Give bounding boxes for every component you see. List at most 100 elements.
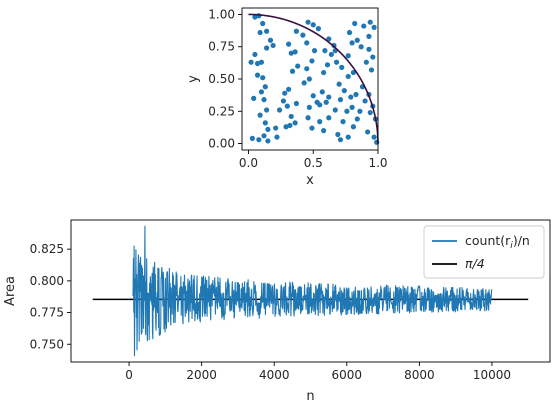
scatter-point-65 — [319, 89, 325, 95]
scatter-point-48 — [304, 40, 310, 46]
scatter-point-50 — [309, 58, 315, 64]
scatter-point-11 — [258, 59, 265, 65]
scatter-point-97 — [361, 23, 367, 29]
scatter-point-80 — [340, 119, 346, 125]
scatter-point-79 — [344, 108, 350, 114]
scatter-point-74 — [339, 64, 345, 70]
scatter-point-111 — [371, 134, 377, 140]
scatter-ytick-label-0: 0.00 — [208, 137, 235, 151]
legend-label-estimate-end: )/n — [513, 233, 530, 248]
convergence-ytick-label-1: 0.775 — [30, 306, 64, 320]
scatter-point-57 — [317, 102, 323, 108]
scatter-point-18 — [264, 107, 270, 113]
legend-label-estimate-sub: i — [510, 241, 513, 251]
scatter-point-17 — [261, 97, 267, 103]
scatter-point-99 — [371, 24, 377, 30]
scatter-point-4 — [264, 28, 270, 34]
scatter-point-35 — [287, 122, 293, 129]
scatter-point-2 — [260, 20, 266, 27]
convergence-ytick-label-0: 0.750 — [30, 337, 64, 351]
scatter-point-25 — [249, 135, 255, 141]
convergence-xtick-label-2: 4000 — [259, 368, 290, 382]
legend-box — [423, 225, 545, 279]
scatter-chart: 0.0 0.5 1.0 0.00 0.25 0.50 0.75 1.00 x y — [186, 7, 388, 188]
convergence-ytick-label-2: 0.800 — [30, 274, 64, 288]
scatter-ytick-label-1: 0.25 — [208, 104, 235, 118]
scatter-point-87 — [357, 108, 363, 114]
scatter-point-14 — [262, 84, 268, 90]
scatter-point-83 — [345, 134, 351, 140]
scatter-point-73 — [333, 59, 340, 65]
scatter-point-30 — [282, 90, 288, 96]
scatter-point-44 — [300, 32, 306, 38]
scatter-ytick-label-4: 1.00 — [208, 7, 235, 21]
scatter-point-77 — [337, 97, 344, 103]
scatter-point-28 — [276, 107, 283, 113]
scatter-point-89 — [353, 91, 359, 98]
legend-label-estimate-main: count(r — [465, 233, 511, 248]
convergence-chart: 0 2000 4000 6000 8000 10000 0.750 0.775 0.800 0.8… — [3, 219, 551, 404]
scatter-point-82 — [337, 137, 344, 143]
scatter-point-100 — [366, 33, 372, 40]
scatter-point-22 — [261, 133, 267, 139]
convergence-xtick-label-4: 8000 — [404, 368, 435, 382]
scatter-point-33 — [288, 113, 294, 120]
scatter-point-46 — [310, 22, 316, 28]
scatter-point-96 — [352, 20, 358, 27]
scatter-point-8 — [252, 51, 258, 58]
scatter-point-19 — [257, 112, 263, 118]
scatter-xlabel: x — [306, 173, 314, 188]
scatter-point-78 — [332, 107, 338, 113]
scatter-point-58 — [305, 115, 311, 121]
scatter-point-42 — [286, 41, 292, 47]
scatter-point-9 — [248, 59, 254, 65]
quarter-circle-curve — [248, 13, 379, 144]
scatter-point-64 — [326, 94, 332, 100]
scatter-point-90 — [345, 73, 351, 80]
scatter-ytick-label-3: 0.75 — [208, 40, 235, 54]
convergence-ylabel: Area — [3, 276, 18, 306]
scatter-point-39 — [295, 63, 301, 69]
scatter-point-102 — [366, 46, 372, 52]
scatter-point-75 — [336, 81, 342, 87]
scatter-point-49 — [311, 48, 318, 54]
scatter-point-36 — [292, 120, 298, 126]
scatter-point-26 — [274, 134, 280, 140]
scatter-point-37 — [293, 100, 299, 107]
scatter-point-54 — [310, 93, 316, 99]
scatter-point-6 — [264, 45, 270, 51]
scatter-point-95 — [346, 29, 353, 36]
scatter-point-20 — [262, 120, 268, 126]
scatter-point-23 — [256, 137, 262, 143]
convergence-xtick-label-1: 2000 — [186, 368, 217, 382]
scatter-point-113 — [367, 109, 373, 116]
scatter-point-69 — [322, 48, 328, 54]
scatter-point-81 — [335, 131, 341, 138]
scatter-point-63 — [323, 99, 329, 105]
scatter-xtick-label-0: 0.0 — [239, 156, 258, 170]
scatter-point-114 — [362, 98, 368, 104]
legend-label-estimate: count(ri)/n — [465, 233, 530, 251]
scatter-point-66 — [321, 69, 327, 76]
scatter-point-53 — [306, 76, 312, 82]
scatter-point-7 — [270, 42, 276, 49]
scatter-point-15 — [258, 89, 265, 95]
convergence-xtick-label-5: 10000 — [473, 368, 511, 382]
scatter-point-24 — [265, 138, 271, 144]
convergence-axes-frame — [70, 219, 551, 363]
scatter-ytick-label-2: 0.50 — [208, 72, 235, 86]
scatter-point-61 — [321, 128, 327, 134]
scatter-point-67 — [324, 62, 331, 68]
scatter-point-5 — [267, 37, 274, 43]
convergence-xlabel: n — [306, 389, 314, 404]
scatter-point-68 — [328, 51, 334, 58]
scatter-point-86 — [349, 104, 355, 110]
scatter-point-16 — [251, 95, 257, 101]
scatter-point-104 — [370, 54, 376, 60]
scatter-point-45 — [305, 19, 311, 25]
scatter-point-52 — [301, 80, 307, 86]
scatter-ylabel: y — [186, 75, 201, 83]
scatter-point-84 — [350, 124, 356, 130]
scatter-xtick-label-1: 0.5 — [304, 156, 323, 170]
